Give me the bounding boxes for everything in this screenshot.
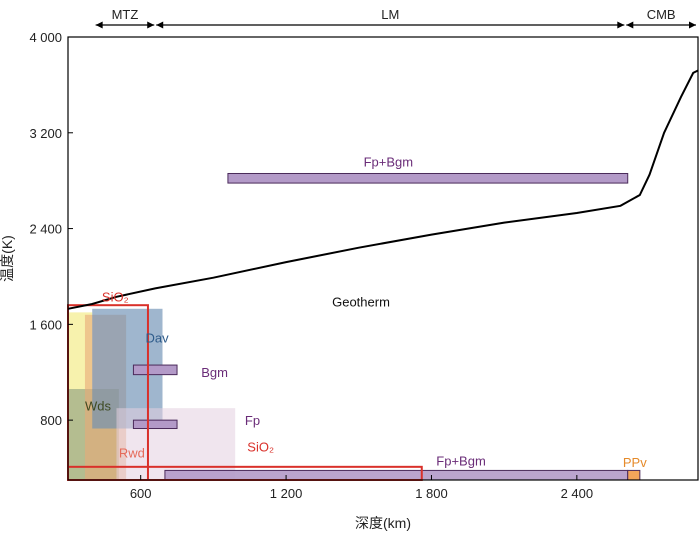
y-tick-label-2: 2 400 bbox=[29, 222, 62, 237]
annotation-2: Fp+Bgm bbox=[436, 454, 486, 469]
box-fp-bgm-5 bbox=[227, 172, 629, 184]
y-tick-label-3: 3 200 bbox=[29, 126, 62, 141]
plot-frame bbox=[67, 36, 699, 481]
box-ppv-9 bbox=[627, 469, 641, 481]
annotation-3: SiO₂ bbox=[102, 290, 129, 305]
annotation-4: SiO₂ bbox=[247, 439, 274, 454]
annotation-5: Dav bbox=[146, 330, 170, 345]
x-tick-label-3: 2 400 bbox=[561, 486, 594, 501]
x-axis-label: 深度(km) bbox=[355, 515, 411, 531]
composition-boxes bbox=[68, 172, 641, 481]
annotation-10: PPv bbox=[623, 455, 647, 470]
annotation-1: Fp+Bgm bbox=[364, 154, 414, 169]
box-bgm-6 bbox=[132, 364, 178, 376]
y-axis-label: 温度(K) bbox=[0, 235, 15, 282]
annotation-6: Bgm bbox=[201, 365, 228, 380]
box-unlabeled-7 bbox=[132, 419, 178, 430]
annotation-0: Geotherm bbox=[332, 294, 390, 309]
depth-regions: MTZ LM CMB bbox=[95, 7, 696, 29]
region-label-cmb: CMB bbox=[647, 7, 676, 22]
y-tick-label-1: 1 600 bbox=[29, 317, 62, 332]
annotation-7: Fp bbox=[245, 413, 260, 428]
y-tick-label-0: 800 bbox=[40, 413, 62, 428]
box-fp-bgm-8 bbox=[164, 469, 629, 481]
annotations: Geotherm Fp+Bgm Fp+Bgm SiO₂ SiO₂ Dav Bgm Fp Wds R… bbox=[85, 154, 647, 470]
x-tick-label-2: 1 800 bbox=[415, 486, 448, 501]
x-tick-label-0: 600 bbox=[130, 486, 152, 501]
annotation-9: Rwd bbox=[119, 445, 145, 460]
x-tick-label-1: 1 200 bbox=[270, 486, 303, 501]
box-fp-4 bbox=[116, 408, 236, 480]
annotation-8: Wds bbox=[85, 399, 112, 414]
region-label-lm: LM bbox=[381, 7, 399, 22]
x-axis-ticks: 600 1 200 1 800 2 400 bbox=[130, 475, 593, 501]
y-axis-ticks: 800 1 600 2 400 3 200 4 000 bbox=[29, 30, 73, 428]
geotherm-line bbox=[67, 69, 699, 310]
region-label-mtz: MTZ bbox=[112, 7, 139, 22]
y-tick-label-4: 4 000 bbox=[29, 30, 62, 45]
